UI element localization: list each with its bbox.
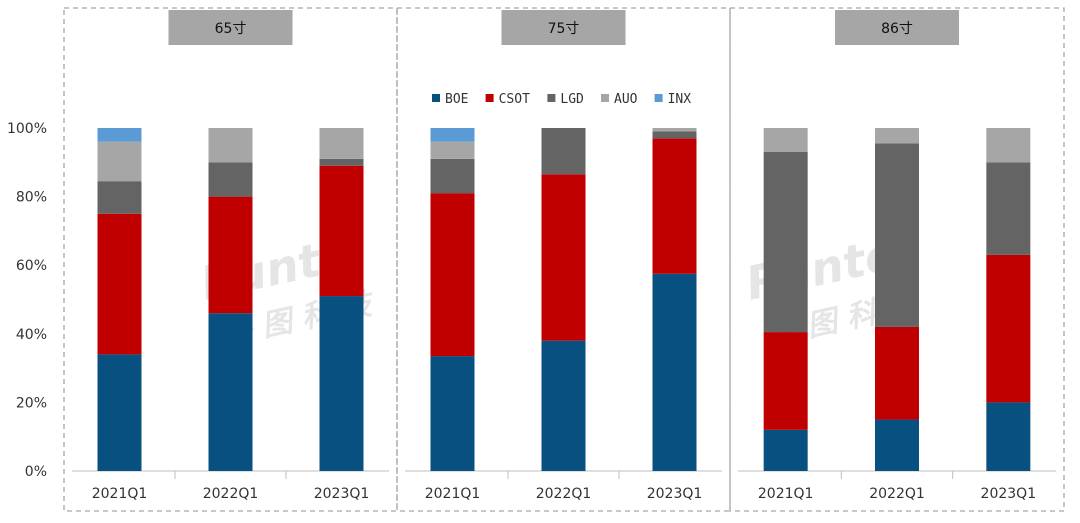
legend-swatch-boe — [432, 94, 440, 102]
panel-title: 75寸 — [548, 21, 580, 37]
bar-csot-2021q1 — [763, 332, 808, 430]
bar-lgd-2022q1 — [208, 162, 253, 197]
bar-boe-2021q1 — [763, 429, 808, 471]
panel-frame — [396, 7, 731, 512]
bar-csot-2022q1 — [208, 196, 253, 314]
bar-auo-2022q1 — [208, 128, 253, 163]
x-tick-label: 2023Q1 — [647, 486, 703, 502]
legend-swatch-lgd — [547, 94, 556, 102]
bar-boe-2022q1 — [208, 313, 253, 471]
legend-swatch-inx — [654, 94, 663, 102]
y-tick-label: 0% — [25, 464, 47, 480]
panel-title-box — [835, 10, 959, 45]
x-tick-label: 2023Q1 — [981, 486, 1037, 502]
bar-auo-2023q1 — [652, 128, 697, 132]
legend-label-inx: INX — [668, 92, 692, 107]
x-tick-label: 2022Q1 — [536, 486, 592, 502]
y-tick-label: 100% — [7, 121, 47, 137]
legend-label-lgd: LGD — [560, 92, 584, 107]
bar-boe-2022q1 — [541, 340, 586, 471]
bar-boe-2022q1 — [875, 419, 919, 471]
panel-2: 75寸 2021Q1 2022Q1 2023Q1 — [396, 7, 731, 512]
panel-title-box — [168, 10, 293, 45]
bar-auo-2023q1 — [319, 128, 364, 159]
legend-label-boe: BOE — [445, 92, 468, 107]
x-tick-label: 2021Q1 — [758, 486, 814, 502]
bar-lgd-2023q1 — [986, 162, 1031, 255]
legend-swatch-csot — [485, 94, 494, 102]
bar-csot-2021q1 — [97, 213, 142, 355]
bar-auo-2021q1 — [430, 141, 475, 159]
legend-label-auo: AUO — [614, 92, 638, 107]
bar-csot-2022q1 — [541, 174, 586, 341]
bar-boe-2023q1 — [652, 273, 697, 471]
panel-1: 65寸 2021Q1 2022Q1 2023Q1 — [63, 7, 398, 512]
y-tick-label: 20% — [16, 395, 47, 411]
bar-csot-2022q1 — [875, 326, 919, 420]
legend-swatch-auo — [601, 94, 609, 102]
legend: BOE CSOT LGD AUO INX — [432, 92, 691, 107]
bar-auo-2022q1 — [875, 128, 919, 144]
y-tick-label: 40% — [16, 327, 47, 343]
panel-3: 86寸 2021Q1 2022Q1 2023Q1 — [729, 7, 1065, 512]
bar-csot-2021q1 — [430, 193, 475, 357]
bar-lgd-2022q1 — [541, 128, 586, 175]
bar-boe-2023q1 — [319, 296, 364, 471]
y-tick-label: 60% — [16, 258, 47, 274]
panel-title-box — [501, 10, 626, 45]
panels: 65寸 2021Q1 2022Q1 2023Q1 75寸 2021Q1 2022Q1 2023… — [63, 7, 1065, 512]
bar-boe-2023q1 — [986, 402, 1031, 471]
panel-frame — [729, 7, 1065, 512]
bar-inx-2021q1 — [430, 128, 475, 142]
bar-inx-2021q1 — [97, 128, 142, 142]
bar-lgd-2023q1 — [652, 131, 697, 139]
bar-lgd-2023q1 — [319, 158, 364, 166]
x-tick-label: 2022Q1 — [203, 486, 259, 502]
bar-lgd-2021q1 — [97, 181, 142, 214]
bar-csot-2023q1 — [652, 138, 697, 274]
y-tick-label: 80% — [16, 190, 47, 206]
y-axis: 0% 20% 40% 60% 80% 100% — [7, 121, 47, 480]
bar-lgd-2021q1 — [763, 152, 808, 333]
bar-csot-2023q1 — [319, 165, 364, 297]
bar-auo-2021q1 — [763, 128, 808, 153]
bar-lgd-2022q1 — [875, 143, 919, 327]
panel-title: 65寸 — [215, 21, 247, 37]
x-tick-label: 2021Q1 — [425, 486, 481, 502]
bar-csot-2023q1 — [986, 254, 1031, 403]
bar-boe-2021q1 — [430, 356, 475, 471]
bar-auo-2023q1 — [986, 128, 1031, 163]
panel-title: 86寸 — [881, 21, 913, 37]
x-tick-label: 2021Q1 — [92, 486, 148, 502]
bar-lgd-2021q1 — [430, 158, 475, 194]
x-tick-label: 2023Q1 — [314, 486, 370, 502]
bar-boe-2021q1 — [97, 354, 142, 471]
legend-label-csot: CSOT — [499, 92, 530, 107]
panel-frame — [63, 7, 398, 512]
x-tick-label: 2022Q1 — [869, 486, 925, 502]
bar-auo-2021q1 — [97, 141, 142, 182]
